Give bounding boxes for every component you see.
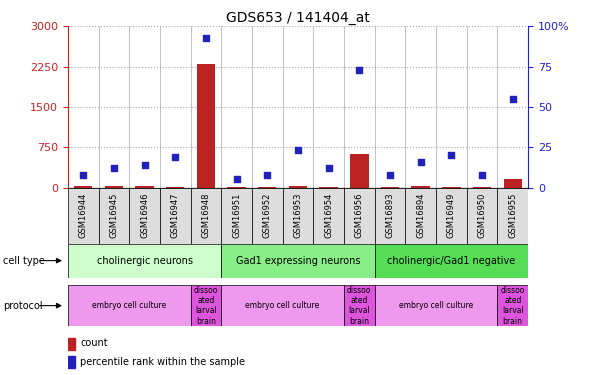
Bar bbox=[375, 188, 405, 244]
Text: Gad1 expressing neurons: Gad1 expressing neurons bbox=[235, 256, 360, 266]
Bar bbox=[166, 187, 185, 188]
Point bbox=[263, 172, 272, 178]
Text: GSM16955: GSM16955 bbox=[508, 193, 517, 238]
Point bbox=[78, 172, 88, 178]
Bar bbox=[68, 338, 75, 350]
Text: GSM16950: GSM16950 bbox=[477, 193, 487, 238]
Text: dissoo
ated
larval
brain: dissoo ated larval brain bbox=[347, 285, 372, 326]
Bar bbox=[68, 285, 191, 326]
Point bbox=[416, 159, 425, 165]
Bar bbox=[191, 188, 221, 244]
Text: GSM16956: GSM16956 bbox=[355, 193, 364, 238]
Text: cell type: cell type bbox=[3, 256, 45, 266]
Bar bbox=[442, 187, 461, 188]
Bar bbox=[497, 285, 528, 326]
Text: cholinergic neurons: cholinergic neurons bbox=[97, 256, 192, 266]
Bar bbox=[375, 244, 528, 278]
Bar bbox=[252, 188, 283, 244]
Bar bbox=[68, 188, 99, 244]
Bar bbox=[375, 285, 497, 326]
Bar bbox=[497, 188, 528, 244]
Text: GSM16894: GSM16894 bbox=[416, 193, 425, 238]
Text: embryo cell culture: embryo cell culture bbox=[92, 301, 166, 310]
Point bbox=[324, 165, 333, 171]
Text: GSM16944: GSM16944 bbox=[78, 193, 88, 238]
Bar bbox=[68, 356, 75, 368]
Text: GSM16954: GSM16954 bbox=[324, 193, 333, 238]
Bar bbox=[221, 285, 344, 326]
Point bbox=[171, 154, 180, 160]
Bar bbox=[191, 285, 221, 326]
Bar bbox=[381, 187, 399, 188]
Text: embryo cell culture: embryo cell culture bbox=[399, 301, 473, 310]
Point bbox=[201, 34, 211, 40]
Bar bbox=[135, 186, 154, 188]
Bar bbox=[319, 186, 338, 188]
Bar bbox=[405, 188, 436, 244]
Text: percentile rank within the sample: percentile rank within the sample bbox=[80, 357, 245, 367]
Text: GSM16948: GSM16948 bbox=[201, 193, 211, 238]
Point bbox=[477, 172, 487, 178]
Text: dissoo
ated
larval
brain: dissoo ated larval brain bbox=[194, 285, 218, 326]
Bar bbox=[258, 187, 277, 188]
Point bbox=[447, 152, 456, 158]
Text: GSM16952: GSM16952 bbox=[263, 193, 272, 238]
Bar bbox=[344, 285, 375, 326]
Bar bbox=[227, 187, 246, 188]
Text: GSM16945: GSM16945 bbox=[109, 193, 119, 238]
Bar bbox=[160, 188, 191, 244]
Bar bbox=[350, 154, 369, 188]
Text: GSM16951: GSM16951 bbox=[232, 193, 241, 238]
Bar bbox=[313, 188, 344, 244]
Bar bbox=[99, 188, 129, 244]
Text: protocol: protocol bbox=[3, 301, 42, 310]
Point bbox=[355, 67, 364, 73]
Text: GSM16946: GSM16946 bbox=[140, 193, 149, 238]
Bar bbox=[436, 188, 467, 244]
Bar bbox=[411, 186, 430, 188]
Text: count: count bbox=[80, 339, 108, 348]
Bar bbox=[104, 186, 123, 188]
Bar bbox=[473, 187, 491, 188]
Bar bbox=[68, 244, 221, 278]
Text: GSM16953: GSM16953 bbox=[293, 193, 303, 238]
Bar bbox=[283, 188, 313, 244]
Text: dissoo
ated
larval
brain: dissoo ated larval brain bbox=[500, 285, 525, 326]
Point bbox=[385, 172, 395, 178]
Bar bbox=[196, 64, 215, 188]
Bar bbox=[129, 188, 160, 244]
Bar bbox=[467, 188, 497, 244]
Text: GSM16947: GSM16947 bbox=[171, 193, 180, 238]
Bar bbox=[221, 188, 252, 244]
Bar bbox=[503, 179, 522, 188]
Point bbox=[232, 177, 241, 183]
Point bbox=[508, 96, 517, 102]
Bar bbox=[74, 186, 93, 188]
Text: embryo cell culture: embryo cell culture bbox=[245, 301, 320, 310]
Text: cholinergic/Gad1 negative: cholinergic/Gad1 negative bbox=[387, 256, 516, 266]
Text: GSM16949: GSM16949 bbox=[447, 193, 456, 238]
Point bbox=[109, 165, 119, 171]
Point bbox=[140, 162, 149, 168]
Title: GDS653 / 141404_at: GDS653 / 141404_at bbox=[226, 11, 370, 25]
Bar bbox=[289, 186, 307, 188]
Bar bbox=[344, 188, 375, 244]
Text: GSM16893: GSM16893 bbox=[385, 193, 395, 238]
Bar bbox=[221, 244, 375, 278]
Point bbox=[293, 147, 303, 153]
